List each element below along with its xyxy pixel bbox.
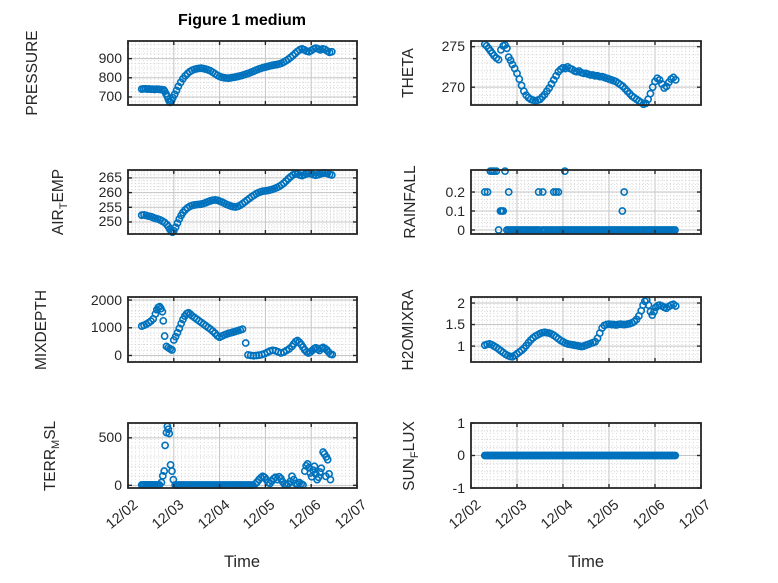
x-axis-label-left: Time xyxy=(223,553,261,571)
sun_flux-plot-area xyxy=(470,422,702,489)
sun_flux-xtick: 12/06 xyxy=(630,497,669,533)
sun_flux-xtick: 12/02 xyxy=(446,497,485,533)
mixdepth-ytick: 2000 xyxy=(90,291,122,308)
rainfall-ylabel: RAINFALL xyxy=(402,165,419,239)
rainfall-ytick: 0.1 xyxy=(445,202,465,219)
terr_msl-xtick: 12/07 xyxy=(332,497,371,533)
terr_msl-xtick: 12/06 xyxy=(286,497,325,533)
mixdepth-ytick: 1000 xyxy=(90,319,122,336)
sun_flux-ytick: -1 xyxy=(452,479,465,496)
air_temp-ylabel: AIRTEMP xyxy=(50,168,70,236)
sun_flux-ytick: 0 xyxy=(457,447,465,463)
rainfall-plot-area xyxy=(470,167,702,235)
air_temp-ytick: 255 xyxy=(98,198,122,215)
rainfall-ytick: 0 xyxy=(457,221,465,238)
pressure-plot-area xyxy=(127,40,358,107)
theta-ytick: 270 xyxy=(441,78,465,95)
mixdepth-ylabel: MIXDEPTH xyxy=(33,289,50,370)
air_temp-ytick: 250 xyxy=(98,213,122,230)
figure-title: Figure 1 medium xyxy=(177,12,307,29)
h2omixra-ytick: 2 xyxy=(457,294,465,311)
terr_msl-xtick: 12/05 xyxy=(240,497,279,533)
theta-ytick: 275 xyxy=(441,38,465,55)
terr_msl-xtick: 12/03 xyxy=(148,497,188,533)
h2omixra-ylabel: H2OMIXRA xyxy=(400,289,417,370)
theta-plot-area xyxy=(470,40,702,109)
pressure-ylabel: PRESSURE xyxy=(24,30,41,116)
x-axis-label-right: Time xyxy=(567,553,605,571)
pressure-ytick: 900 xyxy=(98,50,122,67)
terr_msl-ylabel: TERRMSL xyxy=(42,420,62,491)
air_temp-ytick: 265 xyxy=(98,169,122,186)
sun_flux-xtick: 12/03 xyxy=(492,497,531,533)
sun_flux-xtick: 12/07 xyxy=(676,497,715,533)
sun_flux-xtick: 12/04 xyxy=(538,497,577,533)
terr_msl-ytick: 500 xyxy=(98,429,122,446)
air_temp-ytick: 260 xyxy=(98,184,122,201)
terr_msl-xtick: 12/02 xyxy=(103,497,142,533)
pressure-ytick: 800 xyxy=(98,69,122,86)
h2omixra-ytick: 1.5 xyxy=(445,316,465,333)
h2omixra-ytick: 1 xyxy=(457,337,465,354)
mixdepth-ytick: 0 xyxy=(114,346,122,363)
terr_msl-plot-area xyxy=(127,422,358,489)
sun_flux-xtick: 12/05 xyxy=(584,497,623,533)
terr_msl-ytick: 0 xyxy=(114,476,122,493)
terr_msl-xtick: 12/04 xyxy=(194,497,233,533)
pressure-ytick: 700 xyxy=(98,88,122,105)
air_temp-plot-area xyxy=(127,169,358,237)
h2omixra-plot-area xyxy=(470,296,702,363)
sun_flux-ylabel: SUNFLUX xyxy=(401,420,421,491)
rainfall-ytick: 0.2 xyxy=(445,183,465,200)
sun_flux-ytick: 1 xyxy=(457,414,465,431)
mixdepth-plot-area xyxy=(127,296,358,363)
theta-ylabel: THETA xyxy=(400,48,417,98)
